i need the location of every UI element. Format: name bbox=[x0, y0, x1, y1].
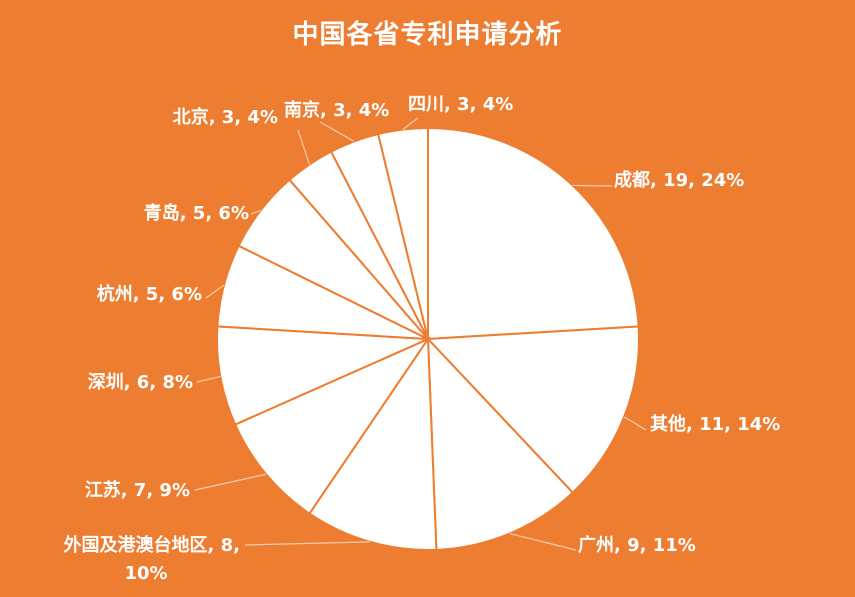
data-label-11: 四川, 3, 4% bbox=[408, 94, 513, 115]
leader-line-9 bbox=[297, 129, 311, 165]
pie-slice-11 bbox=[376, 126, 429, 340]
leader-line-1 bbox=[572, 184, 613, 187]
leader-line-6 bbox=[196, 375, 221, 383]
data-label-9: 北京, 3, 4% bbox=[173, 106, 278, 128]
data-label-10: 南京, 3, 4% bbox=[284, 99, 389, 121]
pie-slice-3 bbox=[426, 336, 575, 551]
data-label-5: 江苏, 7, 9% bbox=[85, 479, 190, 501]
leader-line-7 bbox=[205, 284, 225, 299]
data-label-4: 外国及港澳台地区, 8, 10% bbox=[64, 534, 240, 584]
data-label-7: 杭州, 5, 6% bbox=[97, 283, 202, 305]
data-label-6: 深圳, 6, 8% bbox=[88, 371, 193, 393]
chart-title: 中国各省专利申请分析 bbox=[292, 20, 563, 50]
pie-slice-1 bbox=[427, 126, 640, 341]
data-label-8: 青岛, 5, 6% bbox=[144, 202, 249, 224]
data-label-2: 其他, 11, 14% bbox=[650, 413, 780, 435]
leader-line-10 bbox=[319, 121, 355, 142]
leader-line-5 bbox=[194, 473, 267, 491]
leader-line-8 bbox=[250, 209, 262, 215]
data-label-1: 成都, 19, 24% bbox=[614, 169, 744, 191]
pie-slice-4 bbox=[308, 335, 438, 551]
leader-line-4 bbox=[244, 541, 371, 546]
leader-line-11 bbox=[402, 117, 419, 130]
data-label-3: 广州, 9, 11% bbox=[578, 534, 696, 556]
leader-line-2 bbox=[623, 416, 647, 431]
leader-line-3 bbox=[509, 532, 577, 551]
pie-slice-6 bbox=[216, 325, 429, 426]
pie-slice-2 bbox=[425, 325, 640, 494]
